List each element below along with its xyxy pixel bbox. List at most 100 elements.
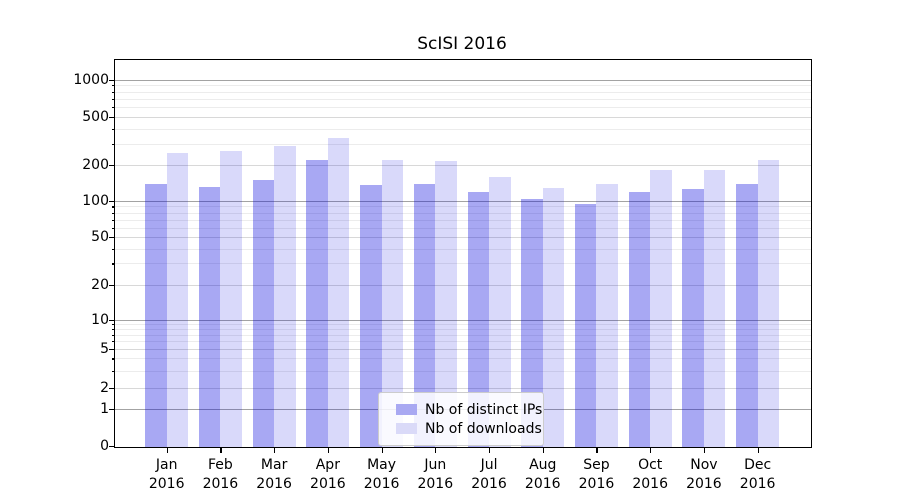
x-tick-mark xyxy=(596,447,598,453)
x-tick-label-dec: Dec 2016 xyxy=(739,457,776,492)
bar-downloads-jul xyxy=(489,176,511,447)
gridline-800 xyxy=(115,91,811,93)
x-tick-mark xyxy=(757,447,759,453)
bar-downloads-mar xyxy=(274,146,296,447)
gridline-500 xyxy=(115,117,811,118)
bar-downloads-oct xyxy=(650,170,672,447)
y-tick-label-50: 50 xyxy=(91,229,109,245)
y-minor-tick-mark xyxy=(111,263,115,265)
y-minor-tick-mark xyxy=(111,248,115,250)
x-tick-mark xyxy=(274,447,276,453)
y-tick-mark xyxy=(109,446,115,448)
y-tick-mark xyxy=(109,319,115,321)
y-minor-tick-mark xyxy=(111,98,115,100)
bar-distinct-ips-apr xyxy=(306,160,328,447)
y-minor-tick-mark xyxy=(111,334,115,336)
gridline-7 xyxy=(115,334,811,336)
y-minor-tick-mark xyxy=(111,212,115,214)
gridline-60 xyxy=(115,227,811,229)
y-minor-tick-mark xyxy=(111,341,115,343)
gridline-300 xyxy=(115,143,811,145)
gridline-200 xyxy=(115,165,811,166)
bar-downloads-jan xyxy=(166,153,189,447)
y-minor-tick-mark xyxy=(111,128,115,130)
gridline-70 xyxy=(115,219,811,221)
legend-swatch-downloads-icon xyxy=(396,423,417,434)
bar-distinct-ips-nov xyxy=(682,189,704,447)
y-tick-label-200: 200 xyxy=(82,157,109,173)
y-tick-mark xyxy=(109,79,115,81)
x-tick-label-aug: Aug 2016 xyxy=(524,457,561,492)
y-tick-label-1000: 1000 xyxy=(73,71,109,88)
x-tick-label-jul: Jul 2016 xyxy=(471,457,507,492)
legend-item-downloads: Nb of downloads xyxy=(379,419,543,438)
gridline-5 xyxy=(115,349,811,350)
y-minor-tick-mark xyxy=(111,323,115,326)
gridline-600 xyxy=(115,107,811,109)
bar-downloads-dec xyxy=(757,160,780,447)
y-tick-label-500: 500 xyxy=(82,109,109,125)
bar-distinct-ips-oct xyxy=(628,191,651,447)
y-minor-tick-mark xyxy=(111,328,115,331)
y-tick-label-20: 20 xyxy=(91,276,109,293)
bar-distinct-ips-feb xyxy=(198,187,221,447)
gridline-50 xyxy=(115,237,811,238)
gridline-900 xyxy=(115,85,811,87)
y-tick-mark xyxy=(109,201,115,203)
y-minor-tick-mark xyxy=(111,107,115,109)
bar-distinct-ips-sep xyxy=(574,204,597,447)
x-tick-label-jun: Jun 2016 xyxy=(417,457,454,492)
legend-label-distinct-ips: Nb of distinct IPs xyxy=(425,401,543,418)
y-tick-mark xyxy=(109,409,115,411)
legend-swatch-ips-icon xyxy=(396,404,417,415)
y-tick-mark xyxy=(109,388,115,390)
gridline-10 xyxy=(115,319,811,321)
x-tick-label-sep: Sep 2016 xyxy=(578,457,615,492)
x-tick-mark xyxy=(489,447,491,453)
y-minor-tick-mark xyxy=(111,219,115,221)
gridline-2 xyxy=(115,388,811,389)
gridline-3 xyxy=(115,370,811,372)
y-tick-mark xyxy=(109,117,115,119)
plot-area: 0 1 2 5 10 20 50 100 200 500 1000 Jan 2016 Feb 2016 Mar… xyxy=(73,59,812,492)
y-tick-label-5: 5 xyxy=(100,341,109,357)
x-tick-label-mar: Mar 2016 xyxy=(256,457,292,492)
chart-title: ScISI 2016 xyxy=(417,34,507,54)
bar-distinct-ips-jun xyxy=(413,183,436,447)
x-tick-mark xyxy=(166,447,168,453)
gridline-90 xyxy=(115,206,811,208)
y-minor-tick-mark xyxy=(111,206,115,208)
y-tick-label-1: 1 xyxy=(100,401,109,417)
bar-distinct-ips-jul xyxy=(467,191,490,447)
x-tick-mark xyxy=(327,447,330,453)
x-tick-label-apr: Apr 2016 xyxy=(310,457,346,492)
x-tick-label-jan: Jan 2016 xyxy=(148,457,185,492)
gridline-100 xyxy=(115,201,811,202)
bar-distinct-ips-mar xyxy=(252,179,275,447)
gridline-1000 xyxy=(115,79,811,81)
y-minor-tick-mark xyxy=(111,358,115,360)
gridline-9 xyxy=(115,323,811,325)
gridline-400 xyxy=(115,128,811,130)
bar-downloads-sep xyxy=(596,183,618,447)
bar-distinct-ips-dec xyxy=(736,184,758,447)
bar-downloads-jun xyxy=(435,161,457,447)
x-tick-mark xyxy=(381,447,383,453)
bar-distinct-ips-aug xyxy=(521,199,543,447)
y-minor-tick-mark xyxy=(111,143,115,145)
gridline-6 xyxy=(115,341,811,343)
x-tick-mark xyxy=(220,447,222,453)
y-minor-tick-mark xyxy=(111,370,115,372)
x-tick-mark xyxy=(435,447,437,453)
bar-distinct-ips-may xyxy=(360,185,382,447)
gridline-700 xyxy=(115,98,811,100)
legend-item-distinct-ips: Nb of distinct IPs xyxy=(379,400,543,419)
y-tick-label-0: 0 xyxy=(100,438,109,454)
gridline-8 xyxy=(115,328,811,330)
y-minor-tick-mark xyxy=(111,91,115,93)
y-tick-label-10: 10 xyxy=(91,311,109,328)
y-minor-tick-mark xyxy=(111,227,115,229)
gridline-4 xyxy=(115,358,811,360)
bar-downloads-aug xyxy=(542,188,565,447)
bar-downloads-feb xyxy=(220,151,242,447)
